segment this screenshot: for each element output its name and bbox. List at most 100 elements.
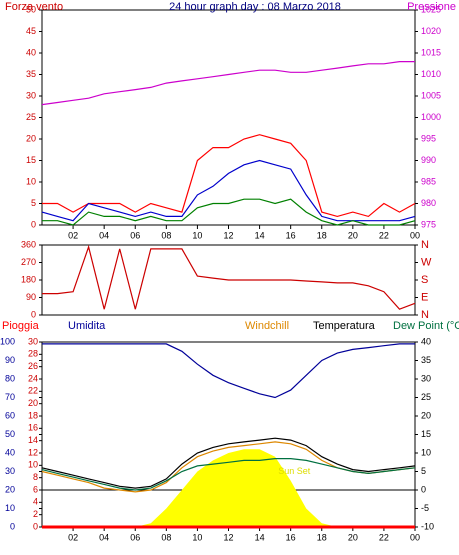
y-tick-label: 0 [33,521,38,531]
y-axis-label: Forza vento [5,1,63,13]
x-tick-label: 00 [410,230,420,240]
annotation: Sun Set [278,466,311,476]
y-tick-label: 30 [26,90,36,100]
x-tick-label: 18 [317,532,327,542]
x-tick-label: 22 [379,532,389,542]
x-tick-label: 16 [286,230,296,240]
x-tick-label: 20 [348,230,358,240]
y-tick-label: 270 [21,257,36,267]
y-tick-label: 80 [5,373,15,383]
chart-title: 24 hour graph day : 08 Marzo 2018 [169,1,341,13]
x-tick-label: 08 [161,230,171,240]
y-tick-label: 100 [0,336,15,346]
y-tick-label: 1010 [421,69,441,79]
y-tick-label: W [421,256,432,268]
y-tick-label: 30 [28,336,38,346]
y-tick-label: 20 [26,133,36,143]
line-series [41,458,416,491]
y-tick-label: 15 [421,429,431,439]
y-tick-label: 360 [21,239,36,249]
y-tick-label: 90 [5,355,15,365]
y-tick-label: 25 [421,392,431,402]
x-tick-label: 02 [68,230,78,240]
y-tick-label: 40 [5,447,15,457]
legend-entry: Umidita [68,320,106,332]
y-tick-label: 35 [421,355,431,365]
y-tick-label: 70 [5,392,15,402]
x-tick-label: 20 [348,532,358,542]
y-tick-label: S [421,274,428,286]
x-tick-label: 06 [130,230,140,240]
y-tick-label: 1020 [421,26,441,36]
y-tick-label: 18 [28,410,38,420]
y-tick-label: N [421,239,429,251]
y-tick-label: 30 [5,466,15,476]
line-series [41,61,415,106]
y-tick-label: 20 [421,410,431,420]
y-tick-label: -5 [421,503,429,513]
y-tick-label: N [421,309,429,321]
y2-axis-label: Pressione [407,1,456,13]
x-tick-label: 04 [99,230,109,240]
y-tick-label: 0 [31,309,36,319]
y-tick-label: 1005 [421,90,441,100]
y-tick-label: 28 [28,349,38,359]
x-tick-label: 06 [130,532,140,542]
y-tick-label: 10 [5,503,15,513]
x-tick-label: 16 [286,532,296,542]
x-tick-label: 12 [223,532,233,542]
y-tick-label: 5 [421,466,426,476]
x-tick-label: 08 [161,532,171,542]
y-tick-label: 1015 [421,47,441,57]
x-tick-label: 22 [379,230,389,240]
y-tick-label: 40 [26,47,36,57]
y-tick-label: 60 [5,410,15,420]
y-tick-label: 10 [26,176,36,186]
y-tick-label: 22 [28,386,38,396]
y-tick-label: 16 [28,423,38,433]
x-tick-label: 10 [192,532,202,542]
x-tick-label: 10 [192,230,202,240]
x-tick-label: 14 [255,230,265,240]
y-tick-label: 10 [421,447,431,457]
y-tick-label: -10 [421,521,434,531]
y-tick-label: 90 [26,292,36,302]
y-tick-label: 35 [26,69,36,79]
y-tick-label: 0 [421,484,426,494]
y-tick-label: 20 [5,484,15,494]
line-series [42,343,415,399]
y-tick-label: 985 [421,176,436,186]
y-tick-label: 0 [10,521,15,531]
x-tick-label: 18 [317,230,327,240]
legend-entry: Temperatura [313,320,376,332]
x-tick-label: 02 [68,532,78,542]
x-tick-label: 04 [99,532,109,542]
y-tick-label: 0 [31,219,36,229]
y-tick-label: 5 [31,198,36,208]
line-series [42,244,416,310]
y-tick-label: 40 [421,336,431,346]
y-tick-label: 26 [28,361,38,371]
line-series [41,437,416,489]
y-tick-label: 14 [28,435,38,445]
y-tick-label: 4 [33,497,38,507]
y-tick-label: 24 [28,373,38,383]
y-tick-label: E [421,291,428,303]
y-tick-label: 1025 [421,4,441,14]
x-tick-label: 14 [255,532,265,542]
y-tick-label: 990 [421,155,436,165]
y-tick-label: 50 [26,4,36,14]
y-tick-label: 15 [26,155,36,165]
y-tick-label: 2 [33,509,38,519]
x-tick-label: 00 [410,532,420,542]
y-tick-label: 50 [5,429,15,439]
y-tick-label: 1000 [421,112,441,122]
y-tick-label: 8 [33,472,38,482]
legend-entry: Pioggia [2,320,40,332]
y-tick-label: 180 [21,274,36,284]
y-tick-label: 45 [26,26,36,36]
y-tick-label: 25 [26,112,36,122]
legend-entry: Windchill [245,320,289,332]
legend-entry: Dew Point (°C [393,320,459,332]
